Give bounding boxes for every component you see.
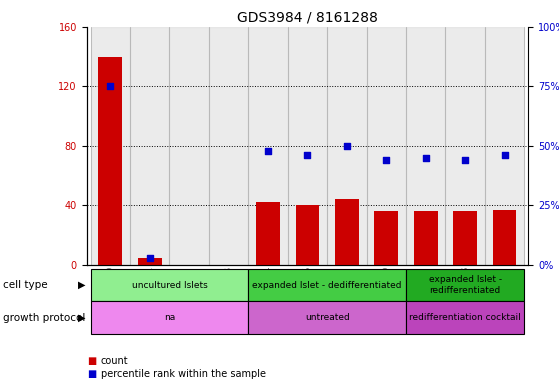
Point xyxy=(421,155,430,161)
Bar xyxy=(91,301,248,334)
Bar xyxy=(288,27,327,265)
Bar xyxy=(98,56,122,265)
Text: cell type: cell type xyxy=(3,280,48,290)
Text: expanded Islet -
redifferentiated: expanded Islet - redifferentiated xyxy=(429,275,502,295)
Bar xyxy=(453,211,477,265)
Bar xyxy=(414,211,438,265)
Bar xyxy=(169,27,209,265)
Text: percentile rank within the sample: percentile rank within the sample xyxy=(101,369,266,379)
Text: ▶: ▶ xyxy=(78,313,86,323)
Bar xyxy=(493,210,517,265)
Bar xyxy=(209,27,248,265)
Bar xyxy=(327,27,367,265)
Bar xyxy=(91,27,130,265)
Bar xyxy=(91,269,248,301)
Bar xyxy=(406,301,524,334)
Bar xyxy=(248,301,406,334)
Text: uncultured Islets: uncultured Islets xyxy=(131,281,207,290)
Point xyxy=(382,157,391,163)
Bar xyxy=(130,27,169,265)
Point xyxy=(145,255,154,261)
Point xyxy=(303,152,312,159)
Text: expanded Islet - dedifferentiated: expanded Islet - dedifferentiated xyxy=(253,281,402,290)
Bar xyxy=(367,27,406,265)
Bar xyxy=(138,258,162,265)
Text: na: na xyxy=(164,313,175,322)
Bar xyxy=(296,205,319,265)
Text: ■: ■ xyxy=(87,356,96,366)
Text: untreated: untreated xyxy=(305,313,349,322)
Text: ▶: ▶ xyxy=(78,280,86,290)
Point xyxy=(263,147,272,154)
Bar xyxy=(335,200,359,265)
Point xyxy=(461,157,470,163)
Bar xyxy=(485,27,524,265)
Text: redifferentiation cocktail: redifferentiation cocktail xyxy=(409,313,521,322)
Text: growth protocol: growth protocol xyxy=(3,313,85,323)
Point xyxy=(500,152,509,159)
Bar xyxy=(375,211,398,265)
Text: ■: ■ xyxy=(87,369,96,379)
Bar xyxy=(256,202,280,265)
Bar xyxy=(406,269,524,301)
Title: GDS3984 / 8161288: GDS3984 / 8161288 xyxy=(237,10,378,24)
Bar xyxy=(248,269,406,301)
Point xyxy=(343,143,352,149)
Point xyxy=(106,83,115,89)
Bar xyxy=(446,27,485,265)
Bar xyxy=(406,27,446,265)
Text: count: count xyxy=(101,356,128,366)
Bar xyxy=(248,27,288,265)
